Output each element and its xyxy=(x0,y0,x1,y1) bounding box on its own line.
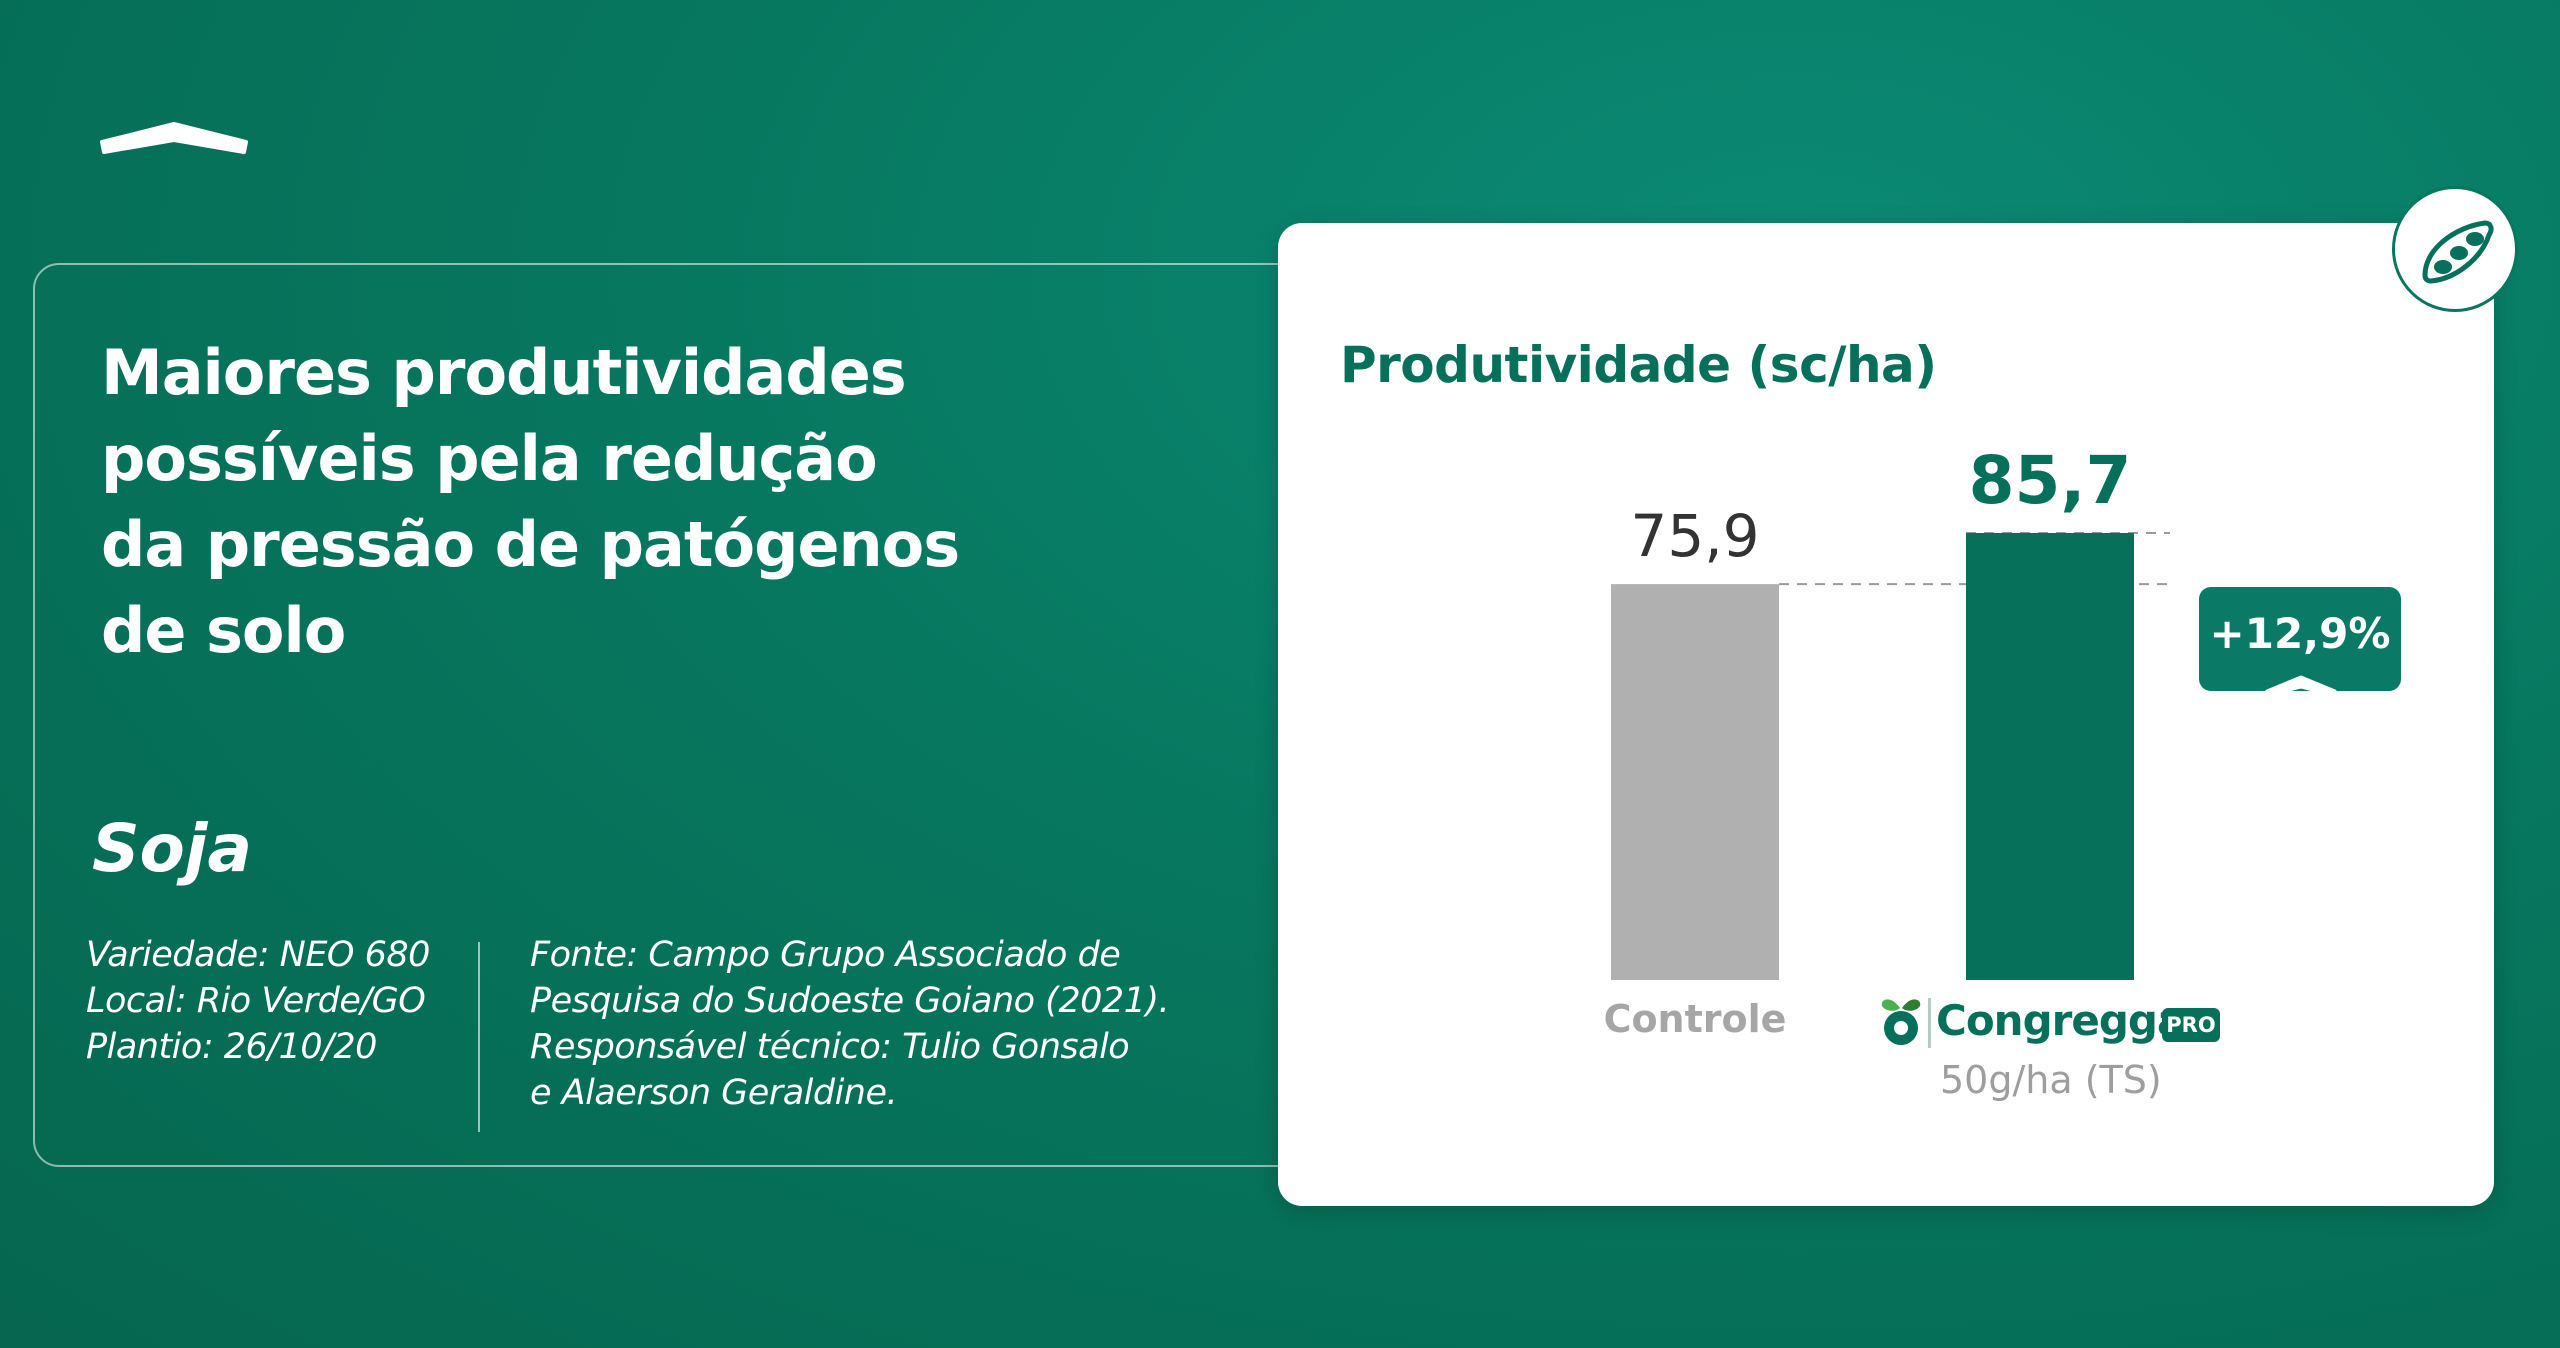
headline-line: Maiores produtividades xyxy=(101,336,907,409)
trial-details: Variedade: NEO 680 Local: Rio Verde/GO P… xyxy=(86,932,430,1070)
headline-line: de solo xyxy=(101,594,346,667)
category-label-control: Controle xyxy=(1604,997,1787,1041)
data-label-treatment: 85,7 xyxy=(1969,442,2132,519)
chevron-up-icon xyxy=(2265,675,2337,697)
increase-label: +12,9% xyxy=(2209,609,2391,658)
source-line: e Alaerson Geraldine. xyxy=(530,1073,898,1113)
trial-location: Local: Rio Verde/GO xyxy=(86,981,426,1021)
chart-card xyxy=(1278,223,2494,1206)
trial-variety: Variedade: NEO 680 xyxy=(86,935,430,975)
crop-name: Soja xyxy=(92,810,253,887)
logo-separator xyxy=(1928,998,1931,1048)
headline-line: possíveis pela redução xyxy=(101,422,878,495)
product-name: Congregga xyxy=(1936,996,2185,1045)
congregga-logo-icon xyxy=(1881,999,1921,1045)
product-dose: 50g/ha (TS) xyxy=(1940,1058,2162,1102)
bar-control xyxy=(1611,584,1779,980)
headline: Maiores produtividades possíveis pela re… xyxy=(101,330,1001,674)
product-tag: PRO xyxy=(2162,1008,2220,1042)
source-line: Fonte: Campo Grupo Associado de xyxy=(530,935,1121,975)
headline-line: da pressão de patógenos xyxy=(101,508,960,581)
source-line: Responsável técnico: Tulio Gonsalo xyxy=(530,1027,1130,1067)
source-line: Pesquisa do Sudoeste Goiano (2021). xyxy=(530,981,1170,1021)
trial-planting-date: Plantio: 26/10/20 xyxy=(86,1027,377,1067)
details-divider xyxy=(478,942,480,1132)
increase-badge: +12,9% xyxy=(2199,587,2401,697)
soybean-pod-icon xyxy=(2392,186,2518,312)
chevron-up-icon xyxy=(100,122,248,154)
source-note: Fonte: Campo Grupo Associado de Pesquisa… xyxy=(530,932,1230,1116)
bar-treatment xyxy=(1966,533,2134,980)
data-label-control: 75,9 xyxy=(1630,502,1759,570)
chart-title: Produtividade (sc/ha) xyxy=(1340,336,1937,394)
